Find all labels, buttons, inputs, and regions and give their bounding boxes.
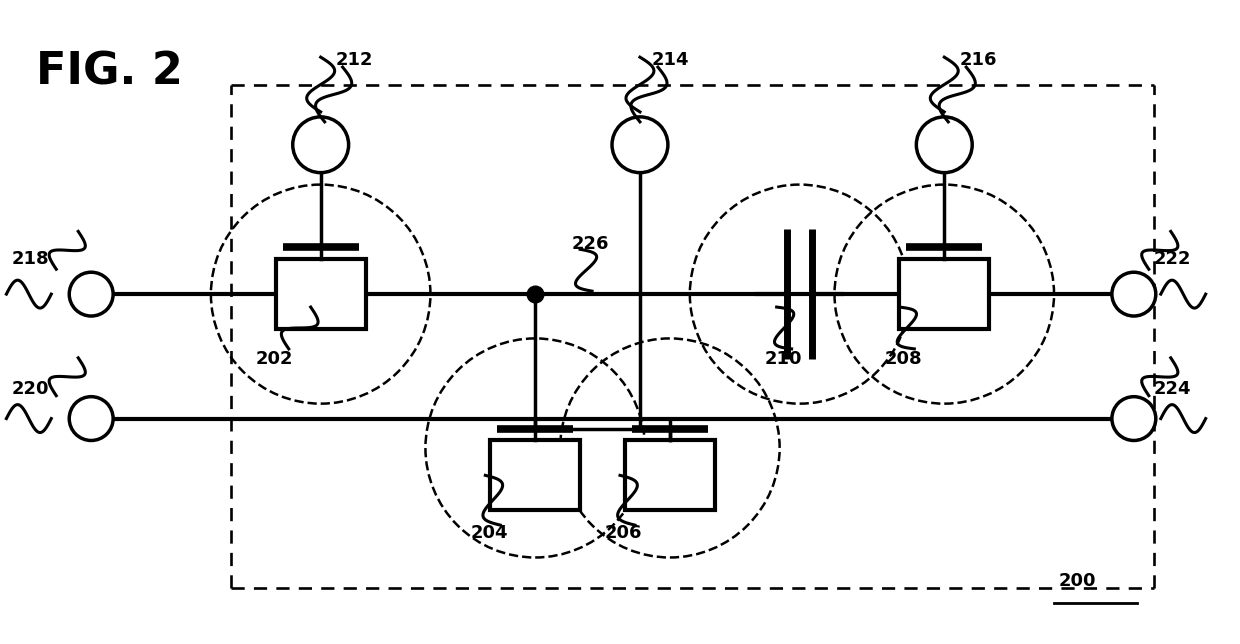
Text: 222: 222 <box>1153 251 1192 269</box>
Text: 220: 220 <box>11 380 48 398</box>
Text: 206: 206 <box>605 524 642 542</box>
Text: 226: 226 <box>572 235 610 253</box>
Circle shape <box>293 117 348 173</box>
Bar <box>625 440 714 510</box>
Circle shape <box>613 117 668 173</box>
Circle shape <box>69 397 113 440</box>
Text: 202: 202 <box>255 350 294 368</box>
Circle shape <box>1112 397 1156 440</box>
Text: 224: 224 <box>1153 380 1192 398</box>
Text: 200: 200 <box>1059 572 1096 590</box>
Circle shape <box>916 117 972 173</box>
Text: 210: 210 <box>765 350 802 368</box>
Circle shape <box>1112 272 1156 316</box>
Bar <box>490 440 580 510</box>
Bar <box>899 260 990 329</box>
Text: 212: 212 <box>336 51 373 69</box>
Text: 214: 214 <box>652 51 689 69</box>
Bar <box>275 260 366 329</box>
Text: 208: 208 <box>884 350 923 368</box>
Text: 204: 204 <box>470 524 508 542</box>
Text: FIG. 2: FIG. 2 <box>36 50 184 93</box>
Circle shape <box>69 272 113 316</box>
Text: 216: 216 <box>960 51 997 69</box>
Text: 218: 218 <box>11 251 50 269</box>
